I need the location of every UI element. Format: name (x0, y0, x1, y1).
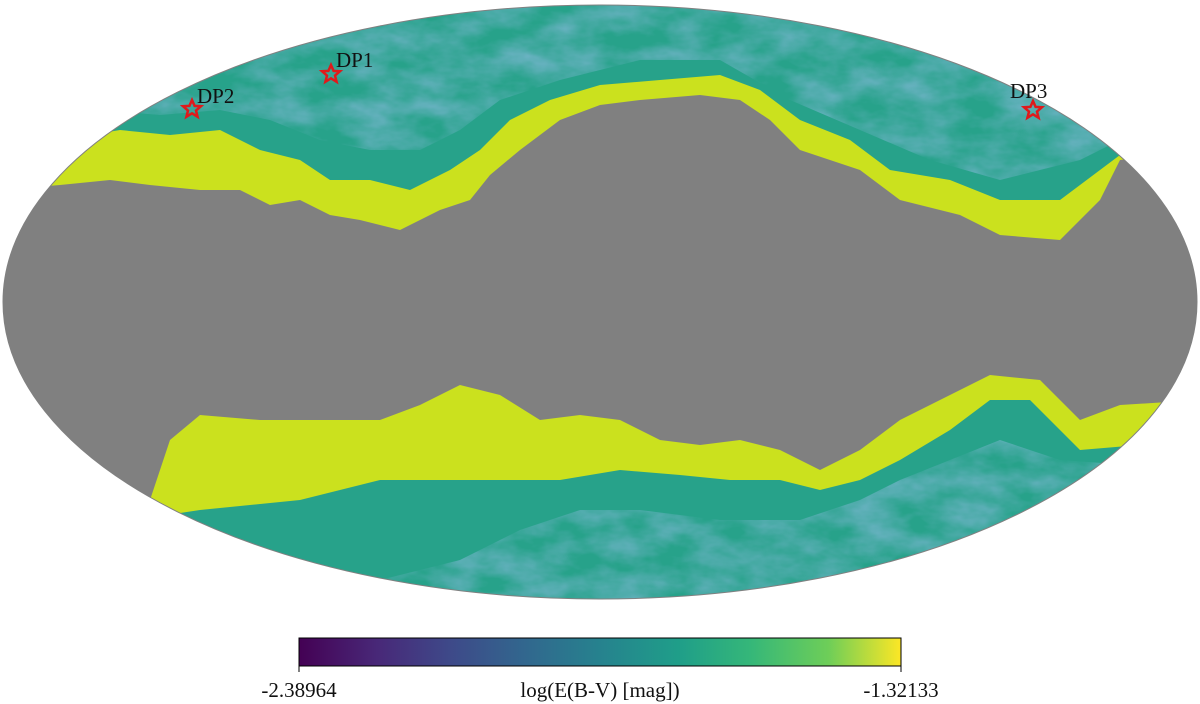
colorbar-tick-label: -1.32133 (863, 678, 938, 702)
south-dust-deep (3, 440, 1197, 599)
marker-label: DP2 (197, 84, 234, 108)
markers (179, 61, 1046, 121)
marker-star (318, 61, 344, 85)
map-outline (2, 4, 1198, 600)
colorbar-label: log(E(B-V) [mag]) (520, 678, 679, 702)
colorbar (298, 637, 902, 667)
marker-label: DP3 (1010, 79, 1047, 103)
colorbar-tick-label: -2.38964 (261, 678, 337, 702)
marker-label: DP1 (336, 48, 373, 72)
marker-star (179, 96, 205, 120)
marker-star (1020, 97, 1046, 121)
